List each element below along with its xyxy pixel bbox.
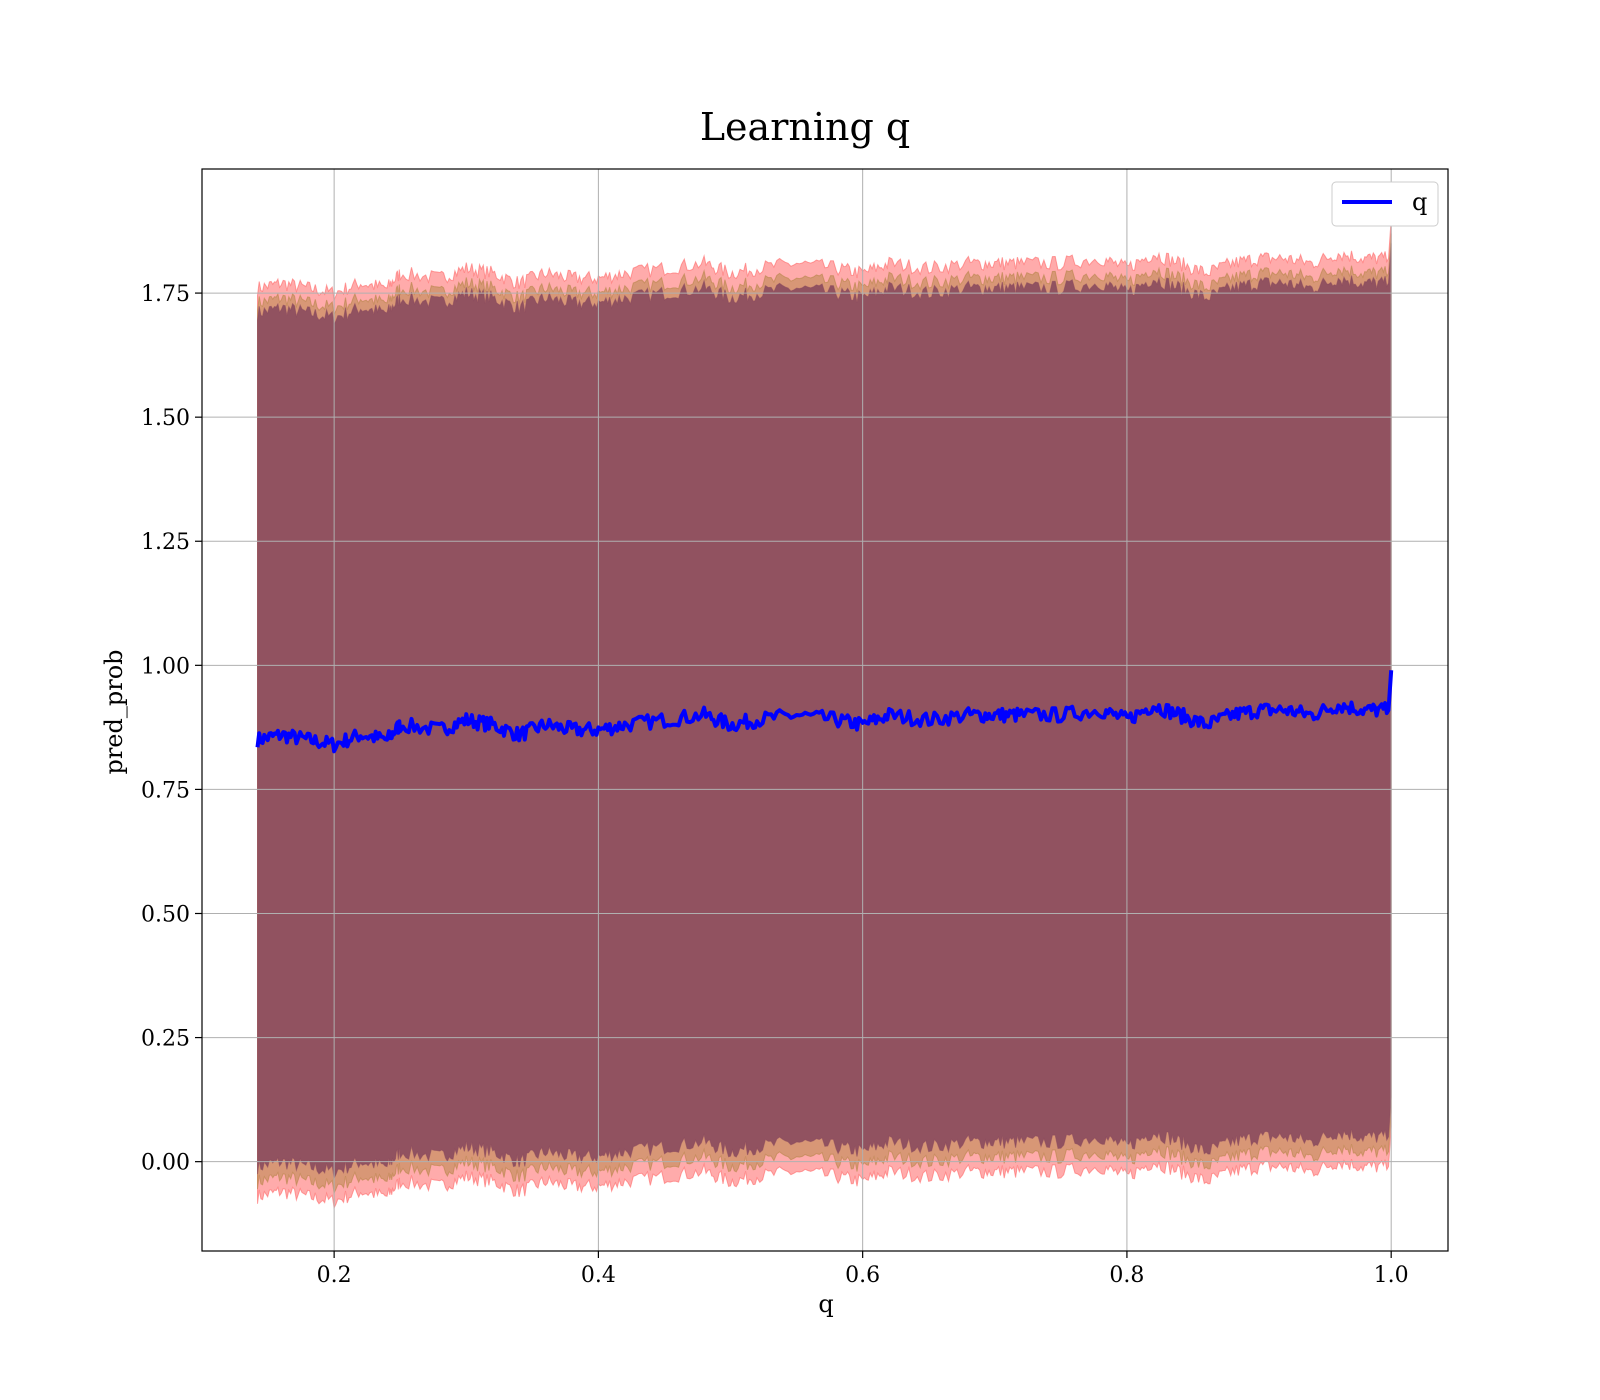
legend-label-q: q: [1412, 188, 1427, 216]
y-tick-label: 1.75: [141, 282, 190, 307]
x-tick-label: 0.2: [317, 1263, 352, 1288]
confidence-bands: [257, 218, 1392, 1210]
y-axis-label: pred_prob: [100, 649, 128, 774]
x-tick-label: 0.6: [845, 1263, 880, 1288]
x-axis-ticks: 0.2 0.4 0.6 0.8 1.0: [317, 1251, 1409, 1288]
series-line-q: [255, 670, 1394, 754]
y-tick-label: 0.25: [141, 1027, 190, 1052]
y-tick-label: 1.25: [141, 530, 190, 555]
x-tick-label: 1.0: [1374, 1263, 1409, 1288]
series-line-layer: [255, 670, 1394, 754]
y-tick-label: 1.50: [141, 406, 190, 431]
y-axis-ticks: 0.00 0.25 0.50 0.75 1.00 1.25 1.50 1.75: [141, 282, 202, 1176]
y-tick-label: 0.50: [141, 902, 190, 927]
y-tick-label: 0.00: [141, 1151, 190, 1176]
x-tick-label: 0.8: [1109, 1263, 1144, 1288]
grid-lines: [202, 169, 1448, 1251]
chart-title: Learning q: [700, 105, 910, 149]
x-tick-label: 0.4: [581, 1263, 616, 1288]
legend: q: [1331, 181, 1439, 227]
x-axis-label: q: [818, 1290, 833, 1318]
y-tick-label: 0.75: [141, 778, 190, 803]
y-tick-label: 1.00: [141, 654, 190, 679]
plot-frame: [201, 168, 1449, 1252]
